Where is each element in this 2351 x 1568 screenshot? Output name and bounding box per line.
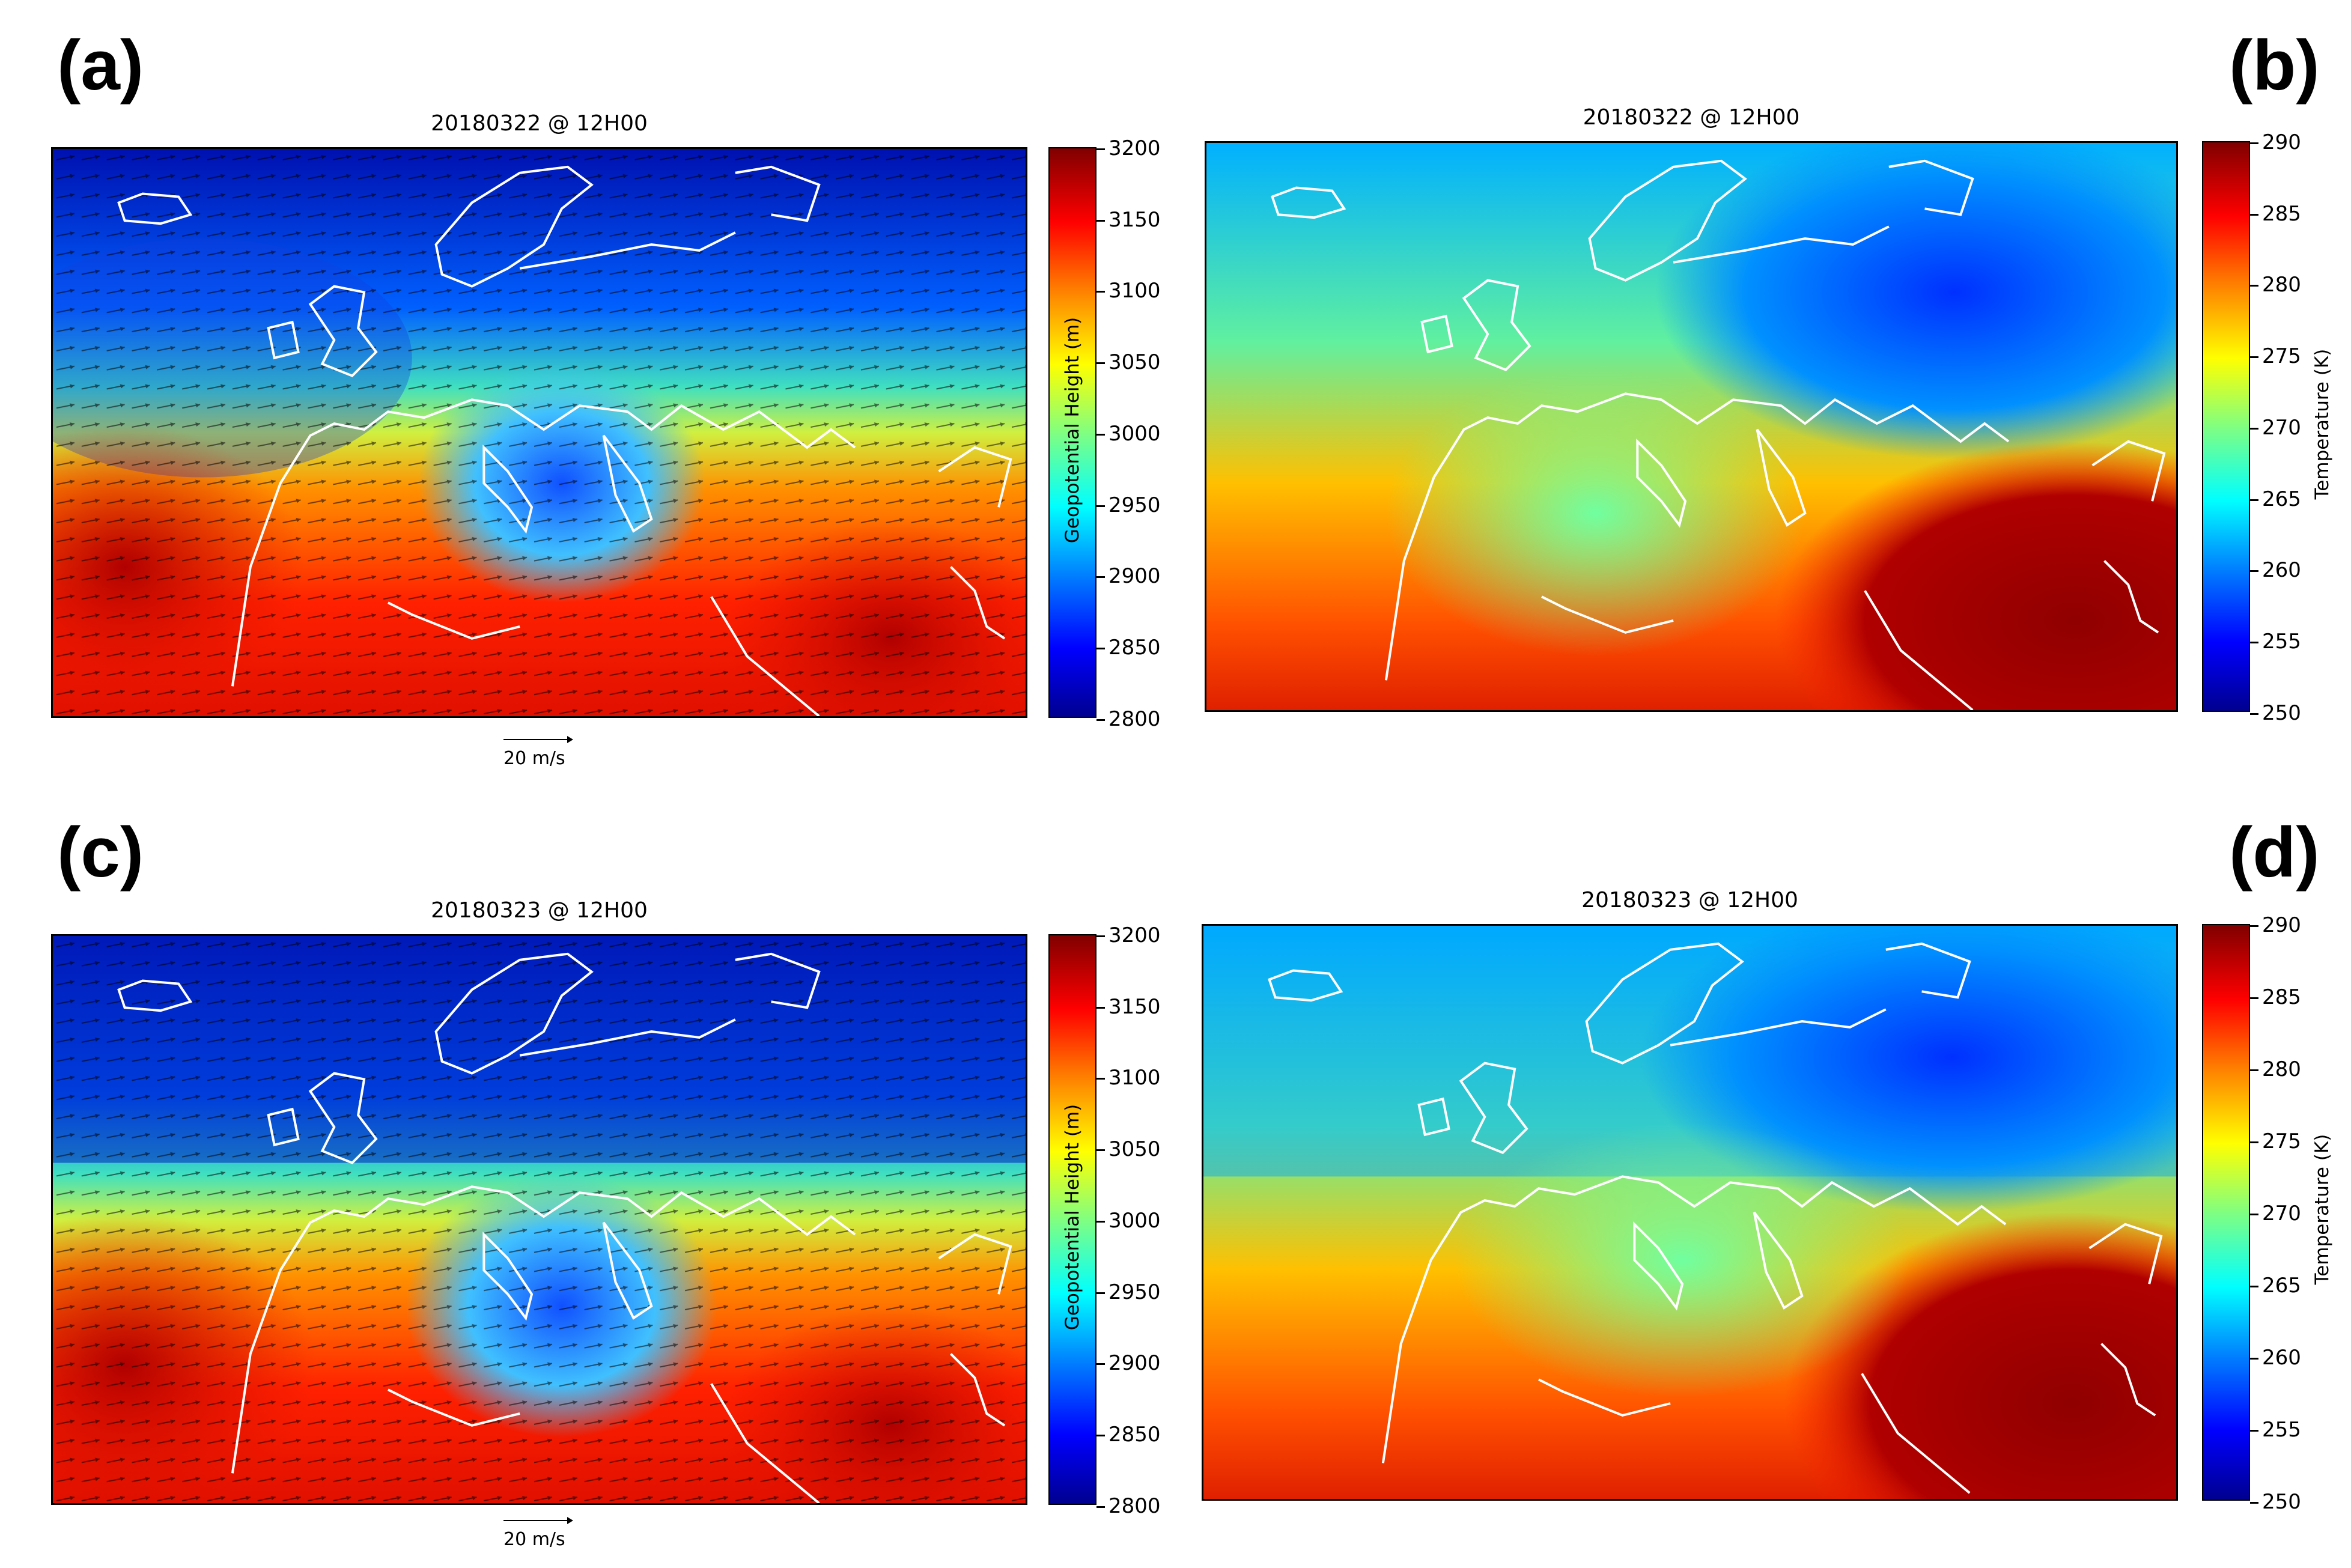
tick-label: 285 [2250,985,2301,1009]
tick-label: 260 [2250,558,2301,582]
vector-scale-label-a: 20 m/s [503,748,565,769]
colorbar-label-c: Geopotential Height (m) [1062,1104,1083,1331]
tick-label: 250 [2250,1490,2301,1514]
tick-label: 3050 [1096,350,1161,374]
tick-label: 2800 [1096,707,1161,731]
tick-label: 260 [2250,1346,2301,1370]
tick-label: 270 [2250,416,2301,440]
colorbar-c [1048,934,1096,1505]
colorbar-label-a: Geopotential Height (m) [1062,317,1083,544]
tick-label: 3200 [1096,136,1161,160]
tick-label: 290 [2250,130,2301,154]
colorbar-label-d: Temperature (K) [2311,1134,2333,1285]
tick-label: 2800 [1096,1494,1161,1518]
tick-label: 3150 [1096,208,1161,232]
tick-label: 3100 [1096,1066,1161,1090]
temperature-map-d[interactable] [1202,924,2178,1501]
geopotential-map-a[interactable] [51,147,1027,718]
panel-letter-c: (c) [57,813,144,892]
tick-label: 255 [2250,1418,2301,1442]
vector-scale-arrow-c [503,1517,573,1524]
colorbar-b [2202,141,2250,712]
tick-label: 265 [2250,487,2301,511]
panel-letter-b: (b) [2229,26,2320,105]
tick-label: 2950 [1096,493,1161,517]
map-title-c: 20180323 @ 12H00 [431,898,648,923]
tick-label: 280 [2250,273,2301,297]
tick-label: 275 [2250,1129,2301,1153]
tick-label: 2950 [1096,1280,1161,1304]
tick-label: 255 [2250,630,2301,654]
geopotential-field-c [53,936,1026,1503]
tick-label: 270 [2250,1202,2301,1226]
tick-label: 2850 [1096,1423,1161,1447]
vector-scale-arrow-a [503,736,573,743]
tick-label: 3200 [1096,923,1161,947]
panel-letter-a: (a) [57,26,144,105]
tick-label: 265 [2250,1274,2301,1298]
tick-label: 290 [2250,913,2301,937]
temperature-map-b[interactable] [1205,141,2178,712]
tick-label: 280 [2250,1057,2301,1081]
temperature-field-b [1206,143,2176,710]
map-title-d: 20180323 @ 12H00 [1581,888,1798,913]
vector-scale-label-c: 20 m/s [503,1529,565,1550]
temperature-field-d [1203,926,2176,1499]
tick-label: 3050 [1096,1137,1161,1161]
map-title-b: 20180322 @ 12H00 [1583,105,1800,130]
tick-label: 3000 [1096,1209,1161,1233]
panel-letter-d: (d) [2229,813,2320,892]
geopotential-field-a [53,149,1026,716]
tick-label: 3100 [1096,279,1161,303]
tick-label: 285 [2250,202,2301,226]
tick-label: 250 [2250,701,2301,725]
tick-label: 2850 [1096,636,1161,660]
tick-label: 3000 [1096,422,1161,446]
geopotential-map-c[interactable] [51,934,1027,1505]
colorbar-d [2202,924,2250,1501]
tick-label: 2900 [1096,564,1161,588]
colorbar-label-b: Temperature (K) [2311,348,2333,500]
tick-label: 3150 [1096,995,1161,1019]
map-title-a: 20180322 @ 12H00 [431,111,648,136]
colorbar-a [1048,147,1096,718]
tick-label: 2900 [1096,1351,1161,1375]
tick-label: 275 [2250,344,2301,368]
